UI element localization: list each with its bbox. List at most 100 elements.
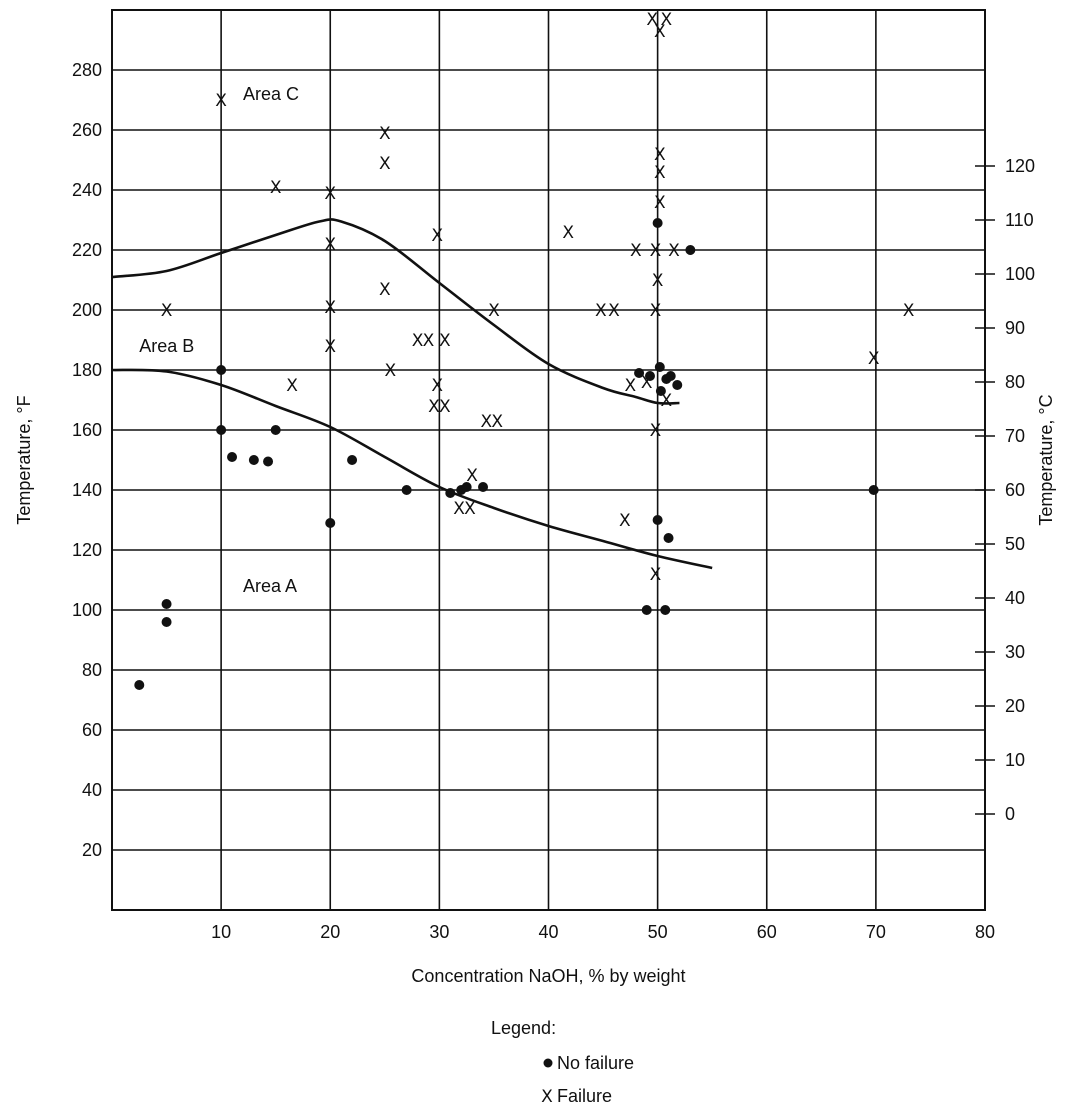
no-failure-point — [227, 452, 238, 462]
y-right-tick-label: 90 — [1005, 318, 1025, 338]
y-right-tick-label: 70 — [1005, 426, 1025, 446]
failure-point: X — [324, 235, 336, 255]
no-failure-point — [652, 218, 663, 228]
no-failure-point — [216, 365, 227, 375]
y-tick-label: 160 — [72, 420, 102, 440]
legend-title: Legend: — [491, 1018, 556, 1038]
region-boundaries — [111, 218, 713, 570]
boundary-curve — [111, 368, 713, 570]
failure-point: X — [453, 499, 465, 519]
legend-dot-marker — [543, 1058, 553, 1068]
x-tick-label: 40 — [538, 922, 558, 942]
failure-point: X — [286, 376, 298, 396]
failure-point: X — [379, 280, 391, 300]
failure-point: X — [654, 193, 666, 213]
y-right-tick-label: 110 — [1005, 210, 1034, 230]
no-failure-point — [161, 617, 172, 627]
plot-frame — [111, 9, 986, 911]
failure-point: X — [646, 10, 658, 30]
y-tick-label: 220 — [72, 240, 102, 260]
no-failure-point — [685, 245, 696, 255]
y-tick-label: 240 — [72, 180, 102, 200]
no-failure-point — [672, 380, 683, 390]
no-failure-point — [868, 485, 879, 495]
failure-point: X — [412, 331, 424, 351]
failure-point: X — [668, 241, 680, 261]
grid — [112, 10, 985, 910]
failure-point: X — [868, 349, 880, 369]
legend-item-no-failure: No failure — [557, 1053, 634, 1073]
region-label: Area C — [243, 84, 299, 104]
no-failure-point — [652, 515, 663, 525]
no-failure-point — [445, 488, 456, 498]
y-tick-label: 20 — [82, 840, 102, 860]
failure-point: X — [324, 337, 336, 357]
no-failure-point — [461, 482, 472, 492]
y-right-tick-label: 40 — [1005, 588, 1025, 608]
failure-point: X — [379, 124, 391, 144]
x-tick-label: 60 — [757, 922, 777, 942]
boundary-curve — [111, 218, 680, 405]
failure-point: X — [464, 499, 476, 519]
failure-point: X — [625, 376, 637, 396]
failure-point: X — [654, 22, 666, 42]
y-tick-label: 80 — [82, 660, 102, 680]
no-failure-point — [641, 605, 652, 615]
y-tick-label: 260 — [72, 120, 102, 140]
y-tick-label: 140 — [72, 480, 102, 500]
failure-point: X — [324, 184, 336, 204]
legend: Legend: No failure X Failure — [491, 1018, 634, 1107]
no-failure-point — [347, 455, 358, 465]
failure-point: X — [431, 376, 443, 396]
no-failure-point — [644, 371, 655, 381]
failure-point: X — [488, 301, 500, 321]
failure-point: X — [652, 271, 664, 291]
y-tick-label: 180 — [72, 360, 102, 380]
no-failure-point — [478, 482, 489, 492]
failure-point: X — [661, 391, 673, 411]
y-right-tick-label: 60 — [1005, 480, 1025, 500]
y-tick-label: 100 — [72, 600, 102, 620]
y-tick-label: 40 — [82, 780, 102, 800]
failure-point: X — [379, 154, 391, 174]
failure-point: X — [161, 301, 173, 321]
y-tick-label: 120 — [72, 540, 102, 560]
failure-point: X — [650, 301, 662, 321]
region-labels: Area A Area B Area C — [139, 84, 299, 596]
region-label: Area B — [139, 336, 194, 356]
failure-point: X — [650, 241, 662, 261]
y-tick-label: 60 — [82, 720, 102, 740]
y-axis-title: Temperature, °F — [14, 395, 34, 524]
failure-point: X — [480, 412, 492, 432]
no-failure-point — [401, 485, 412, 495]
failure-point: X — [384, 361, 396, 381]
x-tick-label: 10 — [211, 922, 231, 942]
no-failure-point — [134, 680, 145, 690]
y-right-tick-label: 0 — [1005, 804, 1015, 824]
y-tick-label: 280 — [72, 60, 102, 80]
failure-point: X — [630, 241, 642, 261]
no-failure-point — [216, 425, 227, 435]
failure-point: X — [654, 163, 666, 183]
failure-point: X — [431, 226, 443, 246]
y-tick-label: 200 — [72, 300, 102, 320]
failure-point: X — [562, 223, 574, 243]
failure-point: X — [641, 373, 653, 393]
y-right-tick-label: 50 — [1005, 534, 1025, 554]
no-failure-point — [161, 599, 172, 609]
failure-point: X — [423, 331, 435, 351]
no-failure-point — [248, 455, 259, 465]
failure-point: X — [324, 298, 336, 318]
failure-point: X — [491, 412, 503, 432]
failure-point: X — [650, 565, 662, 585]
no-failure-point — [655, 386, 666, 396]
failure-point: X — [650, 421, 662, 441]
legend-x-marker: X — [541, 1087, 553, 1107]
failure-point: X — [661, 10, 673, 30]
x-tick-label: 50 — [648, 922, 668, 942]
no-failure-point — [270, 425, 281, 435]
failure-point: X — [270, 178, 282, 198]
no-failure-point — [654, 362, 665, 372]
